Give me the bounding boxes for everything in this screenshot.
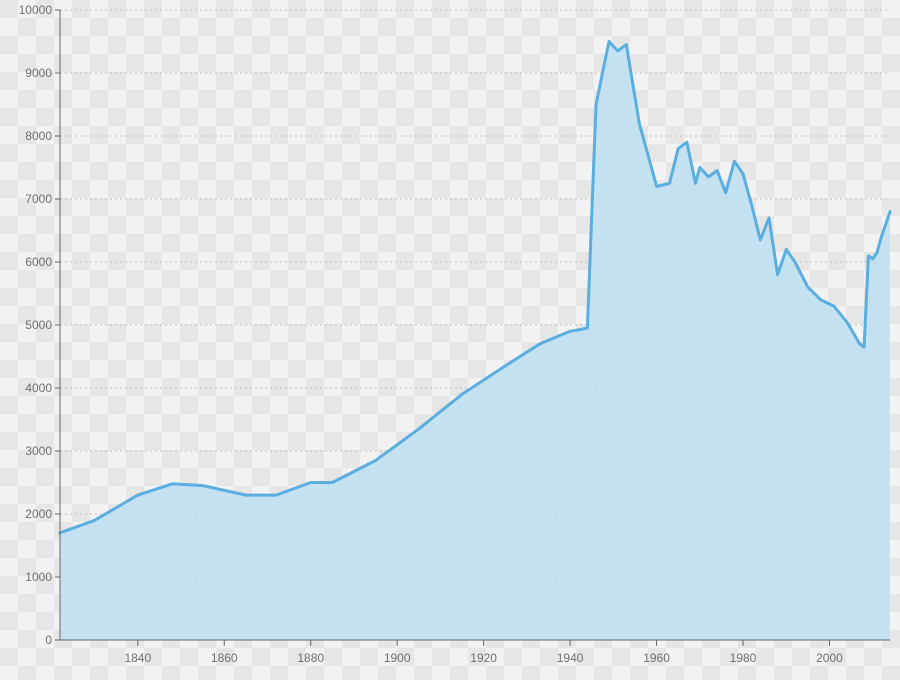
- x-tick-label: 1960: [643, 651, 670, 665]
- chart-container: 1840 1860 1880 1900 1920 1940 1960 1980 2000 0 100…: [0, 0, 900, 680]
- area-chart: 1840 1860 1880 1900 1920 1940 1960 1980 2000 0 100…: [0, 0, 900, 680]
- y-tick-label: 5000: [25, 318, 52, 332]
- y-tick-label: 10000: [19, 3, 53, 17]
- x-tick-label: 1880: [297, 651, 324, 665]
- y-tick-label: 6000: [25, 255, 52, 269]
- y-tick-label: 4000: [25, 381, 52, 395]
- x-tick-label: 1860: [211, 651, 238, 665]
- y-tick-label: 3000: [25, 444, 52, 458]
- y-tick-label: 1000: [25, 570, 52, 584]
- x-tick-label: 1840: [124, 651, 151, 665]
- x-tick-label: 1940: [557, 651, 584, 665]
- y-tick-label: 7000: [25, 192, 52, 206]
- x-tick-label: 2000: [816, 651, 843, 665]
- y-tick-label: 8000: [25, 129, 52, 143]
- y-tick-label: 9000: [25, 66, 52, 80]
- x-tick-label: 1900: [384, 651, 411, 665]
- y-tick-label: 0: [45, 633, 52, 647]
- x-tick-label: 1980: [730, 651, 757, 665]
- y-tick-label: 2000: [25, 507, 52, 521]
- x-tick-label: 1920: [470, 651, 497, 665]
